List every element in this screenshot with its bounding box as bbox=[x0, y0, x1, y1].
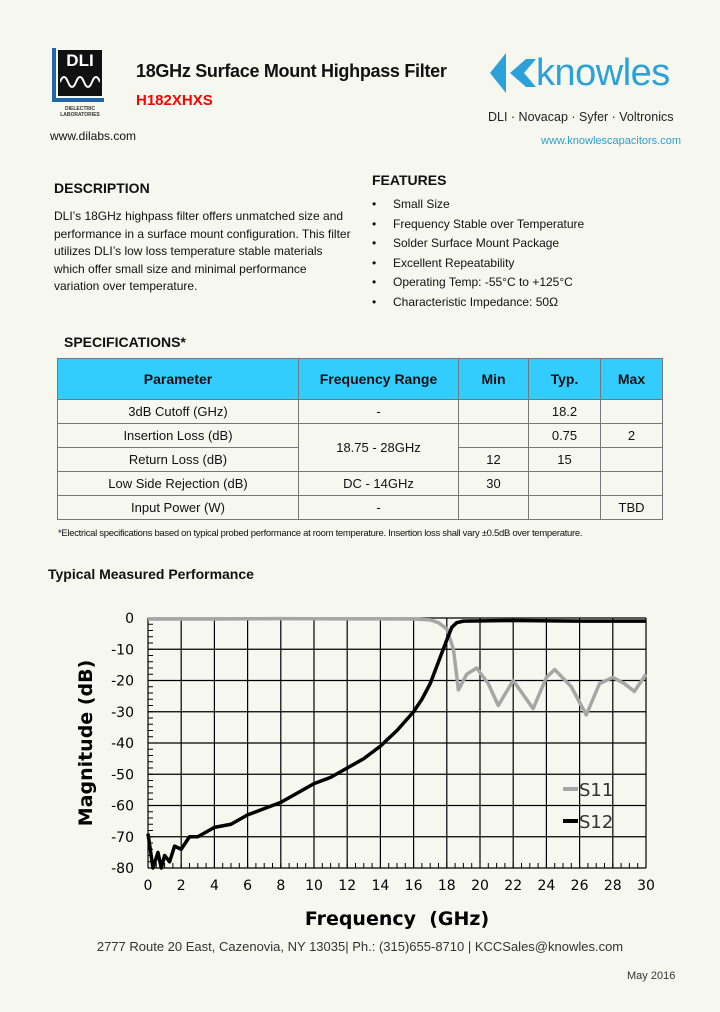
x-axis-label: Frequency (GHz) bbox=[305, 908, 489, 930]
legend-label: S11 bbox=[579, 780, 613, 801]
cell: 0.75 bbox=[528, 423, 601, 448]
dli-logo: DLI bbox=[52, 48, 104, 102]
legend-label: S12 bbox=[579, 812, 613, 833]
knowles-logo: knowles bbox=[536, 52, 670, 94]
cell bbox=[458, 423, 529, 448]
cell: 18.2 bbox=[528, 399, 601, 424]
cell: 15 bbox=[528, 447, 601, 472]
chart-heading: Typical Measured Performance bbox=[48, 566, 254, 582]
specifications-heading: SPECIFICATIONS* bbox=[64, 334, 186, 350]
column-header: Parameter bbox=[57, 358, 299, 400]
cell: 18.75 - 28GHz bbox=[298, 423, 459, 472]
dli-logo-subtitle: DIELECTRIC LABORATORIES bbox=[60, 106, 100, 118]
dli-website-link[interactable]: www.dilabs.com bbox=[50, 129, 137, 143]
cell: 2 bbox=[600, 423, 663, 448]
y-tick-label: 0 bbox=[125, 611, 134, 627]
description-heading: DESCRIPTION bbox=[54, 180, 150, 196]
column-header: Min bbox=[458, 358, 529, 400]
x-tick-label: 16 bbox=[405, 878, 423, 894]
column-header: Max bbox=[600, 358, 663, 400]
knowles-website-link[interactable]: www.knowlescapacitors.com bbox=[541, 135, 681, 147]
y-axis-label: Magnitude (dB) bbox=[75, 660, 97, 827]
feature-item: Solder Surface Mount Package bbox=[372, 236, 584, 256]
y-tick-label: -10 bbox=[111, 642, 134, 658]
y-tick-label: -30 bbox=[111, 705, 134, 721]
cell: Return Loss (dB) bbox=[57, 447, 299, 472]
series-line-s12 bbox=[146, 618, 646, 870]
features-heading: FEATURES bbox=[372, 172, 447, 188]
feature-item: Operating Temp: -55°C to +125°C bbox=[372, 275, 584, 295]
footer-date: May 2016 bbox=[627, 970, 676, 982]
cell bbox=[600, 471, 663, 496]
cell bbox=[458, 399, 529, 424]
x-tick-label: 14 bbox=[371, 878, 389, 894]
y-tick-label: -50 bbox=[111, 767, 134, 783]
x-tick-label: 10 bbox=[305, 878, 323, 894]
cell: Insertion Loss (dB) bbox=[57, 423, 299, 448]
x-tick-label: 6 bbox=[243, 878, 252, 894]
x-tick-label: 22 bbox=[504, 878, 522, 894]
table-row: 3dB Cutoff (GHz) - 18.2 bbox=[57, 399, 663, 424]
page-title: 18GHz Surface Mount Highpass Filter bbox=[136, 61, 447, 81]
cell: 3dB Cutoff (GHz) bbox=[57, 399, 299, 424]
cell: 12 bbox=[458, 447, 529, 472]
y-tick-label: -40 bbox=[111, 736, 134, 752]
table-row: Low Side Rejection (dB) DC - 14GHz 30 bbox=[57, 471, 663, 496]
cell: Low Side Rejection (dB) bbox=[57, 471, 299, 496]
cell bbox=[600, 447, 663, 472]
specifications-table: Parameter Frequency Range Min Typ. Max 3… bbox=[57, 358, 663, 520]
table-row: Input Power (W) - TBD bbox=[57, 495, 663, 520]
table-header-row: Parameter Frequency Range Min Typ. Max bbox=[57, 358, 663, 400]
cell: DC - 14GHz bbox=[298, 471, 459, 496]
cell: 30 bbox=[458, 471, 529, 496]
x-tick-label: 4 bbox=[210, 878, 219, 894]
x-tick-label: 0 bbox=[144, 878, 153, 894]
y-tick-label: -70 bbox=[111, 830, 134, 846]
cell: TBD bbox=[600, 495, 663, 520]
cell bbox=[528, 495, 601, 520]
x-tick-label: 8 bbox=[276, 878, 285, 894]
part-number: H182XHXS bbox=[136, 92, 213, 109]
x-tick-label: 28 bbox=[604, 878, 622, 894]
x-tick-label: 24 bbox=[537, 878, 555, 894]
cell bbox=[600, 399, 663, 424]
feature-item: Small Size bbox=[372, 197, 584, 217]
x-tick-label: 12 bbox=[338, 878, 356, 894]
spec-footnote: *Electrical specifications based on typi… bbox=[58, 528, 583, 539]
feature-item: Characteristic Impedance: 50Ω bbox=[372, 295, 584, 315]
knowles-k-icon bbox=[490, 53, 536, 93]
table-row: Return Loss (dB) 12 15 bbox=[57, 447, 663, 472]
x-tick-label: 18 bbox=[438, 878, 456, 894]
feature-item: Frequency Stable over Temperature bbox=[372, 217, 584, 237]
performance-chart: 0 2 4 6 8 10 12 14 16 18 20 22 24 26 28 300-10-20-30-40… bbox=[75, 611, 655, 930]
x-tick-label: 30 bbox=[637, 878, 655, 894]
y-tick-label: -60 bbox=[111, 799, 134, 815]
cell bbox=[458, 495, 529, 520]
column-header: Frequency Range bbox=[298, 358, 459, 400]
feature-item: Excellent Repeatability bbox=[372, 256, 584, 276]
cell: Input Power (W) bbox=[57, 495, 299, 520]
brand-list: DLI · Novacap · Syfer · Voltronics bbox=[488, 110, 674, 124]
y-tick-label: -20 bbox=[111, 674, 134, 690]
y-tick-label: -80 bbox=[111, 861, 134, 877]
x-tick-label: 2 bbox=[177, 878, 186, 894]
x-tick-label: 26 bbox=[571, 878, 589, 894]
description-text: DLI’s 18GHz highpass filter offers unmat… bbox=[54, 209, 351, 293]
footer-address: 2777 Route 20 East, Cazenovia, NY 13035|… bbox=[96, 939, 624, 954]
cell: - bbox=[298, 399, 459, 424]
cell bbox=[528, 471, 601, 496]
column-header: Typ. bbox=[528, 358, 601, 400]
table-row: Insertion Loss (dB) 18.75 - 28GHz 0.75 2 bbox=[57, 423, 663, 472]
cell: - bbox=[298, 495, 459, 520]
series-line-s11 bbox=[148, 616, 648, 717]
x-tick-label: 20 bbox=[471, 878, 489, 894]
features-list: Small Size Frequency Stable over Tempera… bbox=[372, 197, 584, 314]
